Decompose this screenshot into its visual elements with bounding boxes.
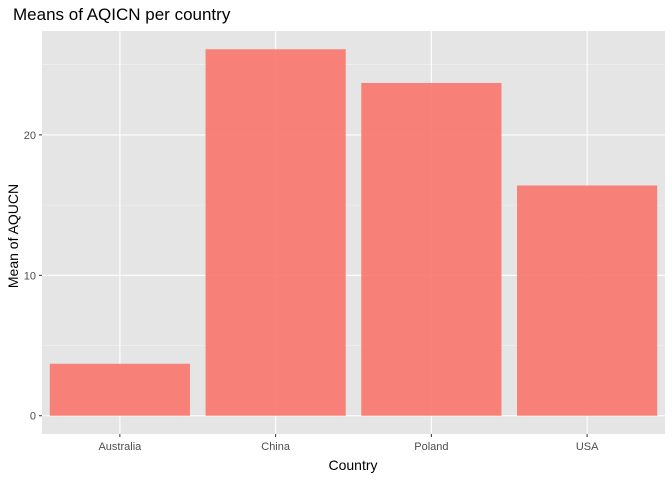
x-tick-label: China [261,441,291,453]
bar-poland [361,82,502,416]
x-tick-label: Australia [98,441,142,453]
y-tick-label: 20 [24,130,36,142]
bars [49,49,658,416]
x-axis: Australia China Poland USA [98,434,599,453]
y-tick-label: 0 [30,411,36,423]
x-tick-label: Poland [414,441,448,453]
y-axis: 0 10 20 [24,130,42,423]
chart-title: Means of AQICN per country [13,5,231,24]
x-axis-title: Country [328,457,377,473]
bar-australia [49,363,190,416]
y-axis-title: Mean of AQUCN [5,184,21,288]
x-tick-label: USA [576,441,599,453]
bar-china [205,49,346,416]
bar-usa [517,185,658,416]
y-tick-label: 10 [24,270,36,282]
